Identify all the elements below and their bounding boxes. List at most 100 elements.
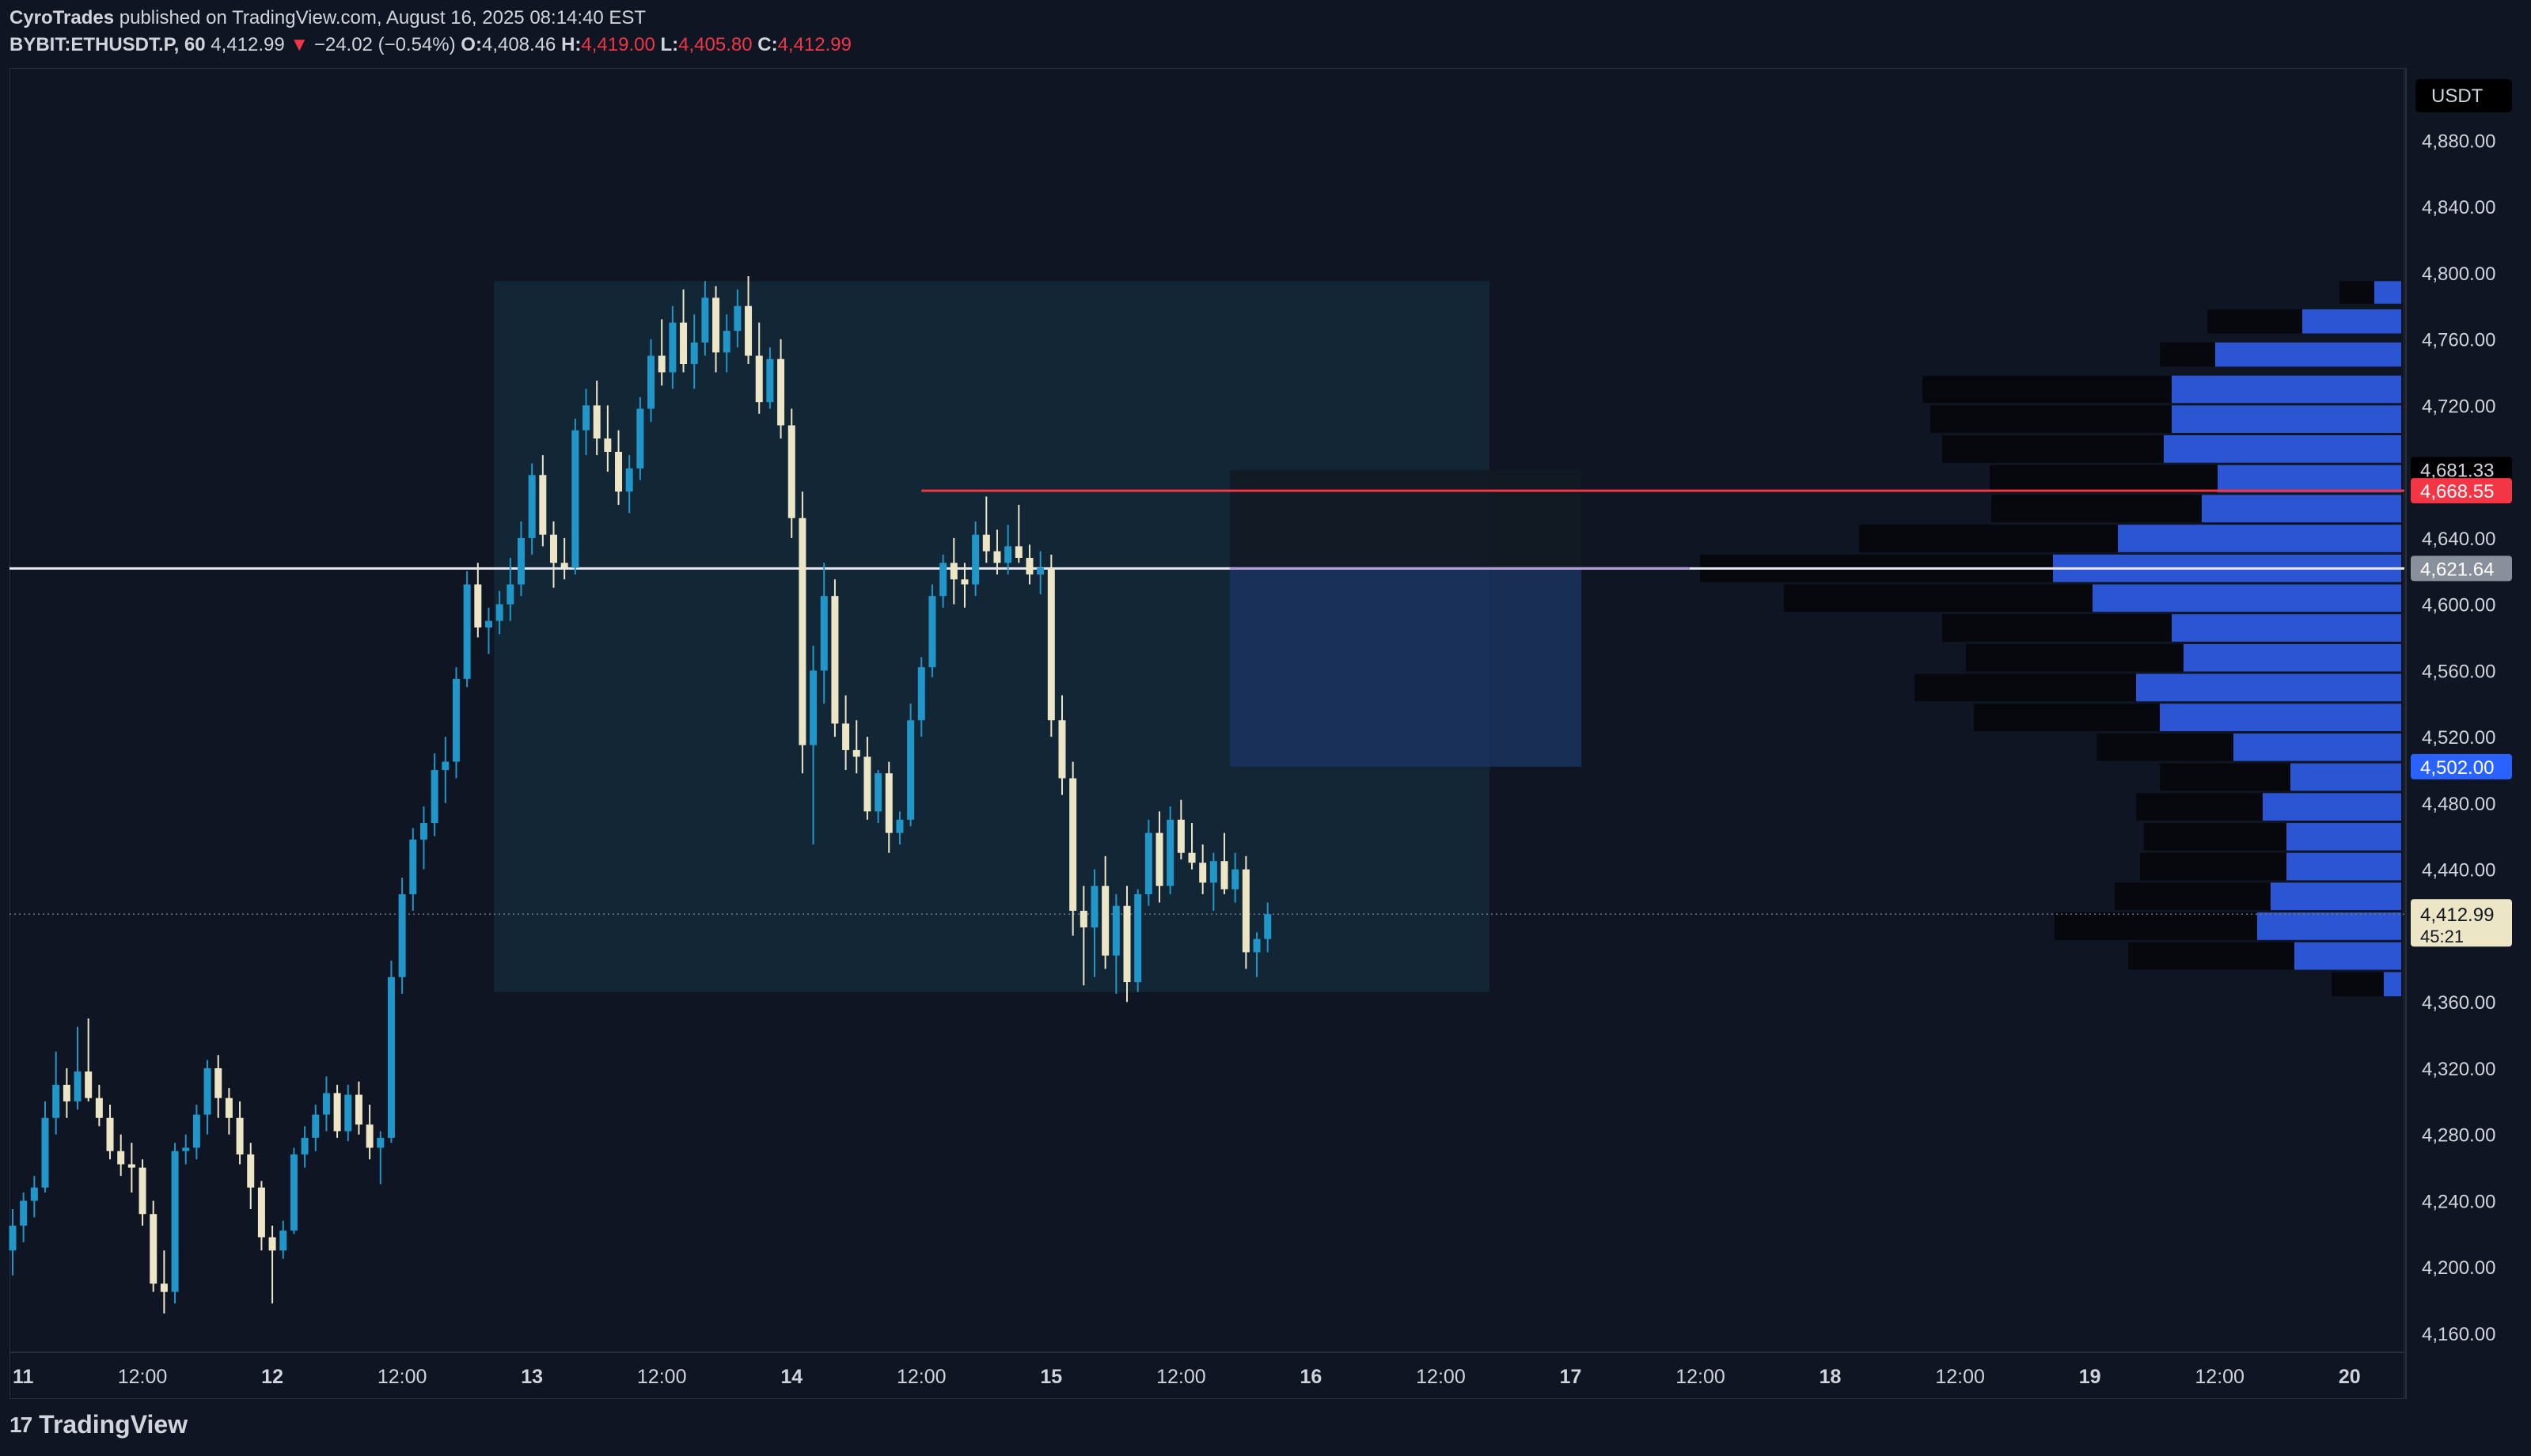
candle-body <box>831 596 839 724</box>
volume-profile-sell-bar <box>1974 703 2160 731</box>
tradingview-logo[interactable]: 17 TradingView <box>9 1410 188 1439</box>
volume-profile-sell-bar <box>1922 375 2172 404</box>
candle-body <box>982 534 990 552</box>
candle-body <box>257 1187 265 1238</box>
candle-body <box>734 305 742 332</box>
volume-profile-buy-bar <box>2286 823 2401 851</box>
y-tick-label: 4,280.00 <box>2422 1125 2495 1147</box>
candle-body <box>74 1071 82 1101</box>
volume-profile-buy-bar <box>2160 703 2401 731</box>
symbol-label[interactable]: BYBIT:ETHUSDT.P, 60 <box>9 34 206 55</box>
volume-profile-buy-bar <box>2215 342 2401 367</box>
x-tick-label: 12:00 <box>897 1366 947 1388</box>
candle-body <box>528 475 536 538</box>
candle-body <box>150 1214 157 1284</box>
price-label-text: 4,668.55 <box>2420 481 2494 502</box>
publish-info: published on TradingView.com, August 16,… <box>119 7 647 28</box>
x-tick-label: 20 <box>2339 1366 2361 1388</box>
author-name[interactable]: CyroTrades <box>9 7 115 28</box>
volume-profile-sell-bar <box>1991 495 2202 523</box>
candle-body <box>431 770 438 824</box>
volume-profile-buy-bar <box>2374 281 2401 304</box>
candle-body <box>560 563 568 568</box>
y-tick-label: 4,640.00 <box>2422 529 2495 550</box>
candle-body <box>1199 863 1207 883</box>
candle-body <box>1264 914 1272 939</box>
x-tick-label: 19 <box>2079 1366 2101 1388</box>
volume-profile-sell-bar <box>2160 342 2215 367</box>
candle-body <box>939 563 947 597</box>
candle-body <box>1047 567 1055 721</box>
candle-body <box>85 1071 93 1098</box>
candle-body <box>863 756 871 812</box>
candle-body <box>1188 852 1196 863</box>
volume-profile-buy-bar <box>2294 942 2401 970</box>
candle-body <box>225 1098 233 1118</box>
candle-body <box>701 298 709 343</box>
volume-profile-buy-bar <box>2184 643 2401 672</box>
candle-body <box>171 1151 179 1292</box>
candle-body <box>777 358 785 426</box>
volume-profile-buy-bar <box>2202 495 2401 523</box>
candle-body <box>1015 546 1023 559</box>
supply-zone-box <box>1229 470 1582 570</box>
y-tick-label: 4,360.00 <box>2422 992 2495 1014</box>
last-price: 4,412.99 <box>211 34 285 55</box>
candle-body <box>1253 938 1261 953</box>
bar-countdown-text: 45:21 <box>2420 927 2464 946</box>
y-tick-label: 4,480.00 <box>2422 794 2495 815</box>
volume-profile-buy-bar <box>2136 673 2401 702</box>
chart-pane-border[interactable] <box>9 68 2404 1399</box>
candle-body <box>928 596 936 668</box>
x-tick-label: 16 <box>1300 1366 1322 1388</box>
candle-body <box>322 1093 330 1115</box>
candle-body <box>745 305 753 356</box>
close-value: 4,412.99 <box>777 34 852 55</box>
candle-body <box>63 1084 70 1101</box>
x-tick-label: 12:00 <box>118 1366 168 1388</box>
y-tick-label: 4,720.00 <box>2422 396 2495 417</box>
candle-body <box>1155 832 1163 886</box>
candle-body <box>52 1084 60 1118</box>
volume-profile-buy-bar <box>2172 614 2401 642</box>
candle-body <box>712 298 720 353</box>
ohlc-line: BYBIT:ETHUSDT.P, 60 4,412.99 ▼ −24.02 (−… <box>9 32 852 59</box>
close-label: C: <box>757 34 778 55</box>
candle-body <box>9 1225 17 1251</box>
volume-profile-sell-bar <box>1942 614 2172 642</box>
candle-body <box>1134 894 1142 983</box>
candle-body <box>344 1094 352 1132</box>
candle-body <box>680 322 688 365</box>
candle-body <box>647 355 655 409</box>
candle-body <box>1177 819 1185 853</box>
x-tick-label: 12 <box>261 1366 283 1388</box>
y-tick-label: 4,600.00 <box>2422 595 2495 616</box>
price-label-box <box>2411 457 2512 483</box>
candle-body <box>312 1114 320 1138</box>
volume-profile-buy-bar <box>2257 912 2401 940</box>
candle-body <box>106 1117 114 1151</box>
x-tick-label: 13 <box>521 1366 543 1388</box>
x-tick-label: 12:00 <box>1935 1366 1985 1388</box>
volume-profile-sell-bar <box>2160 763 2290 791</box>
candle-body <box>755 355 763 403</box>
candle-body <box>875 773 882 812</box>
candle-body <box>1004 546 1012 563</box>
price-change: −24.02 (−0.54%) <box>313 34 456 55</box>
price-label-box <box>2411 478 2512 504</box>
volume-profile-buy-bar <box>2172 405 2401 434</box>
volume-profile-buy-bar <box>2118 525 2401 552</box>
candle-body <box>1069 778 1077 912</box>
candle-body <box>160 1283 168 1292</box>
candle-body <box>1231 869 1239 889</box>
y-tick-label: 4,760.00 <box>2422 330 2495 351</box>
candle-body <box>377 1137 385 1148</box>
candle-body <box>182 1147 190 1151</box>
candle-body <box>604 438 612 452</box>
candle-body <box>810 670 818 745</box>
volume-profile-sell-bar <box>1859 525 2118 552</box>
candle-body <box>950 563 958 580</box>
candle-body <box>1102 885 1110 956</box>
candle-body <box>452 678 460 762</box>
